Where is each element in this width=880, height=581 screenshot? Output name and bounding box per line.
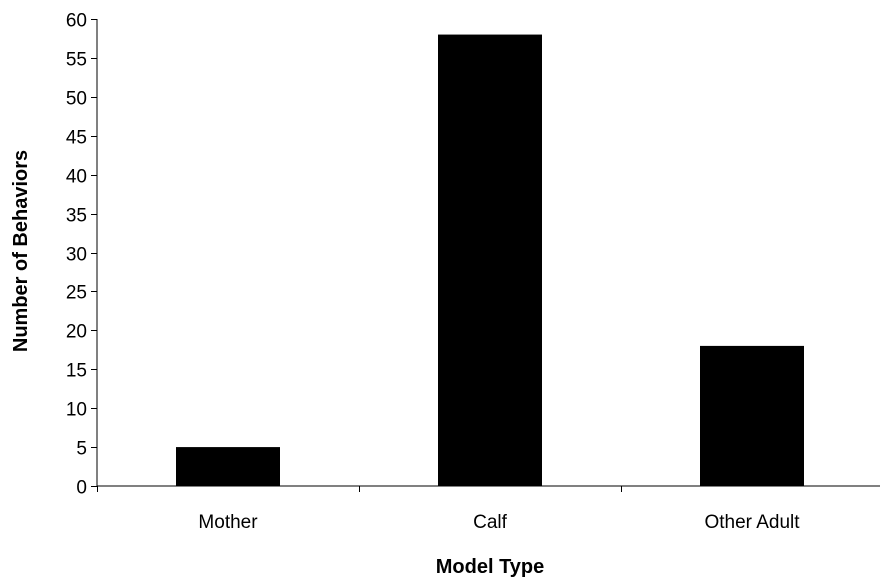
x-tick-label: Mother bbox=[198, 512, 258, 533]
y-axis-title: Number of Behaviors bbox=[10, 150, 32, 352]
y-tick-label: 50 bbox=[66, 89, 87, 110]
x-tick-label: Other Adult bbox=[704, 512, 800, 533]
y-tick-label: 15 bbox=[66, 361, 87, 382]
x-tick-label: Calf bbox=[473, 512, 508, 533]
y-tick-label: 60 bbox=[66, 11, 87, 32]
y-tick-label: 25 bbox=[66, 283, 87, 304]
y-tick-label: 20 bbox=[66, 322, 87, 343]
bar bbox=[176, 447, 280, 486]
plot-area: 0 5 10 15 20 25 30 35 40 45 50 55 60 Mother Calf Other … bbox=[66, 11, 880, 533]
y-tick-label: 45 bbox=[66, 128, 87, 149]
y-tick-label: 10 bbox=[66, 400, 87, 421]
y-tick-label: 0 bbox=[76, 478, 87, 499]
bar bbox=[700, 345, 804, 486]
y-tick-label: 35 bbox=[66, 206, 87, 227]
y-tick-label: 5 bbox=[76, 439, 87, 460]
y-tick-label: 40 bbox=[66, 167, 87, 188]
x-axis-title: Model Type bbox=[436, 556, 545, 578]
y-tick-label: 30 bbox=[66, 245, 87, 266]
bar bbox=[438, 34, 542, 487]
y-tick-label: 55 bbox=[66, 50, 87, 71]
